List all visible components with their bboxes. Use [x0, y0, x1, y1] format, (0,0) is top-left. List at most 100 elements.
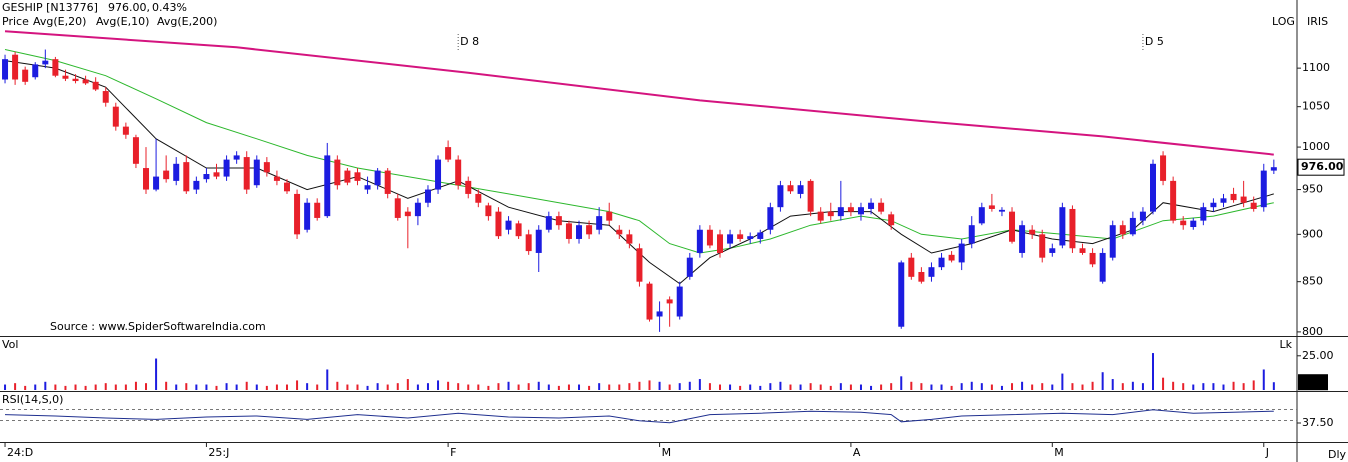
y-tick-label: 850: [1302, 275, 1323, 288]
volume-bar: [779, 381, 782, 390]
volume-bar: [487, 385, 490, 390]
candle-body: [424, 189, 431, 203]
candle-body: [1240, 196, 1247, 203]
volume-bar: [950, 385, 953, 390]
volume-bar: [1252, 380, 1255, 390]
candle-body: [233, 155, 240, 160]
volume-bar: [588, 385, 591, 390]
volume-bar: [578, 384, 581, 390]
candle-body: [72, 78, 79, 82]
rsi-line: [4, 409, 1274, 424]
volume-tag-box: [1298, 374, 1328, 391]
source: Source : www.SpiderSoftwareIndia.com: [50, 320, 266, 333]
candle-body: [122, 126, 129, 135]
volume-bar: [990, 384, 993, 390]
candle-body: [22, 69, 29, 82]
candle-body: [1129, 217, 1136, 235]
unit-label: Lk: [1280, 338, 1293, 351]
volume-bar: [205, 384, 208, 390]
candle-body: [143, 168, 150, 190]
candle-body: [515, 223, 522, 237]
volume-bar: [1272, 382, 1275, 390]
volume-bar: [527, 383, 530, 390]
volume-bar: [306, 383, 309, 390]
volume-bar: [145, 383, 148, 390]
candle-body: [82, 79, 89, 84]
panel-title: Vol: [2, 338, 18, 351]
volume-bar: [104, 383, 107, 390]
volume-bar: [165, 381, 168, 390]
candle-body: [1200, 207, 1207, 221]
candle-body: [12, 54, 19, 80]
volume-bar: [1131, 381, 1134, 390]
volume-bar: [910, 381, 913, 390]
candle-body: [213, 172, 220, 177]
volume-bar: [1081, 384, 1084, 390]
candle-body: [636, 248, 643, 282]
candle-body: [706, 229, 713, 246]
candle-body: [696, 229, 703, 253]
candle-body: [92, 81, 99, 90]
candle-body: [1019, 225, 1026, 253]
candle-body: [273, 176, 280, 181]
legend-entry: Avg(E,10): [96, 15, 149, 28]
candle-body: [938, 257, 945, 268]
candle-body: [757, 232, 764, 239]
volume-bar: [245, 381, 248, 390]
volume-bar: [608, 384, 611, 390]
y-tick-label: 1100: [1302, 61, 1330, 74]
candle-body: [1099, 252, 1106, 282]
volume-bar: [1091, 381, 1094, 390]
volume-bar: [64, 385, 67, 390]
volume-bar: [44, 381, 47, 390]
x-tick-label: J: [1265, 446, 1269, 459]
volume-bar: [618, 384, 621, 390]
volume-bar: [34, 384, 37, 390]
candle-body: [837, 207, 844, 217]
candle-body: [535, 229, 542, 253]
volume-bar: [1152, 353, 1155, 390]
candle-body: [1190, 220, 1197, 228]
period-label: Dly: [1328, 448, 1347, 461]
volume-bar: [14, 383, 17, 390]
volume-bar: [849, 384, 852, 390]
volume-bar: [215, 385, 218, 390]
candle-body: [253, 159, 260, 186]
candle-body: [153, 176, 160, 190]
candle-body: [656, 311, 663, 317]
volume-bar: [809, 383, 812, 390]
volume-bar: [829, 385, 832, 390]
volume-bar: [930, 384, 933, 390]
candle-body: [737, 234, 744, 239]
candle-body: [565, 223, 572, 239]
volume-bar: [497, 383, 500, 390]
volume-bar: [457, 383, 460, 390]
volume-bar: [114, 384, 117, 390]
price-tag-box: [1297, 158, 1345, 176]
volume-bar: [880, 384, 883, 390]
candle-body: [1170, 180, 1177, 221]
y-tick-label: 37.50: [1302, 416, 1334, 429]
volume-bar: [225, 383, 228, 390]
event-label: D 5: [1145, 35, 1164, 48]
volume-bar: [1222, 384, 1225, 390]
candle-body: [505, 220, 512, 230]
candle-body: [374, 170, 381, 186]
candle-body: [485, 205, 492, 217]
volume-bar: [275, 384, 278, 390]
candle-body: [1039, 234, 1046, 258]
candle-body: [847, 207, 854, 212]
candle-body: [1009, 211, 1016, 242]
candle-body: [948, 254, 955, 261]
volume-bar: [376, 383, 379, 390]
volume-bar: [1041, 383, 1044, 390]
volume-bar: [537, 381, 540, 390]
candle-body: [294, 193, 301, 235]
volume-bar: [265, 385, 268, 390]
volume-bar: [326, 369, 329, 390]
volume-bar: [688, 381, 691, 390]
volume-bar: [1182, 383, 1185, 390]
volume-bar: [437, 380, 440, 390]
candle-body: [1210, 202, 1217, 208]
